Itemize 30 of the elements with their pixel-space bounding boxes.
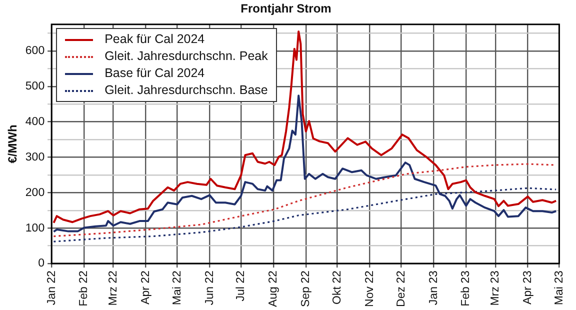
- y-tick-label: 100: [25, 222, 45, 234]
- x-tick-label: Aug 22: [268, 270, 280, 308]
- y-tick-label: 500: [25, 80, 45, 93]
- x-tick-label: Mrz 22: [108, 270, 120, 306]
- x-tick-label: Apr 23: [522, 270, 534, 304]
- legend-label: Gleit. Jahresdurchschn. Peak: [104, 48, 268, 66]
- legend-label: Gleit. Jahresdurchschn. Base: [104, 82, 268, 100]
- y-tick-label: 400: [25, 116, 45, 128]
- y-axis-title: €/MWh: [6, 124, 20, 164]
- legend-label: Peak für Cal 2024: [104, 31, 205, 48]
- x-tick-label: Feb 23: [460, 270, 472, 306]
- x-tick-label: Sep 22: [300, 270, 312, 308]
- x-tick-label: Nov 22: [364, 270, 376, 307]
- x-tick-label: Feb 22: [78, 270, 90, 306]
- x-tick-label: Jan 22: [46, 270, 58, 306]
- x-tick-label: Dez 22: [395, 270, 408, 307]
- legend-label: Base für Cal 2024: [104, 65, 205, 82]
- x-tick-label: Mai 22: [171, 270, 184, 306]
- x-tick-label: Mai 23: [553, 270, 566, 306]
- x-tick-label: Jan 23: [428, 270, 440, 306]
- x-tick-label: Mrz 23: [490, 270, 502, 306]
- x-tick-label: Apr 22: [140, 270, 152, 304]
- y-tick-label: 600: [25, 45, 45, 58]
- y-tick-label: 200: [25, 186, 45, 199]
- x-tick-label: Okt 22: [331, 270, 344, 304]
- chart-title: Frontjahr Strom: [240, 2, 332, 16]
- y-tick-label: 0: [38, 258, 45, 270]
- x-tick-label: Jun 22: [204, 270, 216, 306]
- x-tick-label: Jul 22: [235, 270, 248, 302]
- y-tick-label: 300: [25, 151, 45, 164]
